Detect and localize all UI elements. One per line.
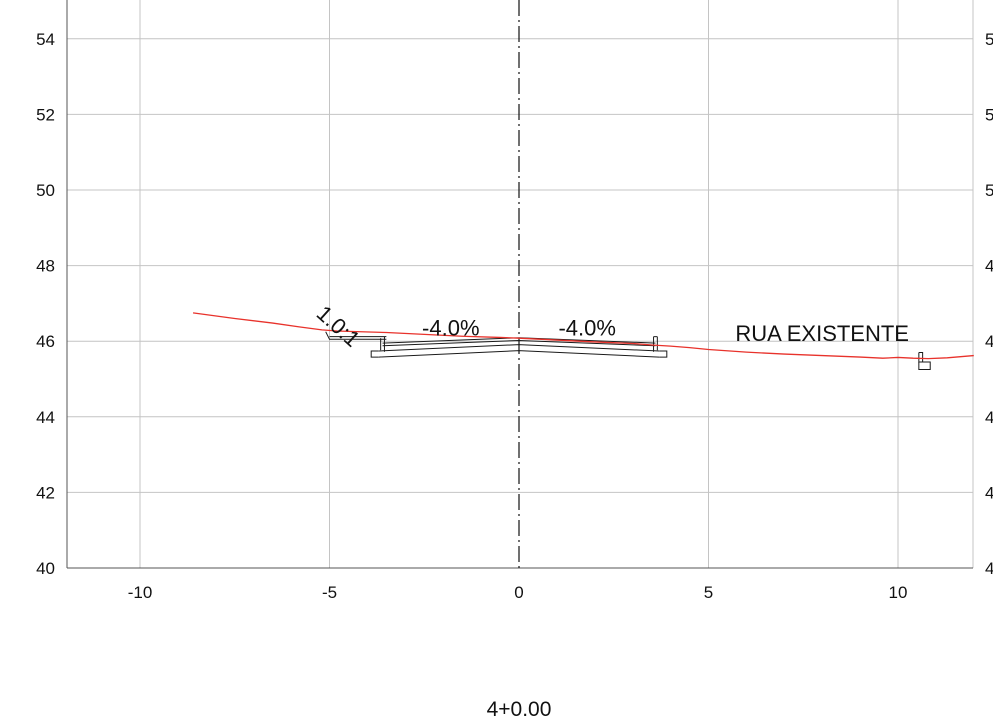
y-tick-label: 42 bbox=[36, 483, 55, 502]
x-tick-label: -10 bbox=[128, 583, 153, 602]
y-tick-label: 50 bbox=[36, 181, 55, 200]
x-tick-label: 5 bbox=[704, 583, 713, 602]
y-tick-label: 48 bbox=[36, 257, 55, 276]
x-tick-label: -5 bbox=[322, 583, 337, 602]
pavement-layer-3 bbox=[378, 350, 660, 358]
annotation-label: -4.0% bbox=[558, 316, 615, 341]
annotation-label: RUA EXISTENTE bbox=[735, 321, 909, 346]
series-line-0 bbox=[192, 312, 974, 360]
right-feature-box bbox=[918, 361, 931, 371]
left-shoulder bbox=[325, 331, 387, 340]
right-feature-post bbox=[918, 352, 924, 363]
x-tick-label: 10 bbox=[889, 583, 908, 602]
right-y-tick-label: 5 bbox=[985, 181, 993, 200]
right-y-tick-label: 5 bbox=[985, 105, 993, 124]
right-y-tick-label: 4 bbox=[985, 483, 993, 502]
annotation-label: -4.0% bbox=[422, 316, 479, 341]
right-y-tick-label: 4 bbox=[985, 257, 993, 276]
left-base-end bbox=[370, 350, 379, 358]
right-y-tick-label: 5 bbox=[985, 30, 993, 49]
road-section-template bbox=[325, 331, 931, 371]
right-y-tick-label: 4 bbox=[985, 408, 993, 427]
y-tick-label: 46 bbox=[36, 332, 55, 351]
station-label: 4+0.00 bbox=[487, 698, 552, 721]
y-tick-label: 40 bbox=[36, 559, 55, 578]
y-tick-label: 52 bbox=[36, 105, 55, 124]
pavement-layer-1 bbox=[382, 339, 656, 347]
grid bbox=[67, 0, 974, 569]
y-tick-label: 44 bbox=[36, 408, 55, 427]
x-tick-label: 0 bbox=[514, 583, 523, 602]
tick-labels: 40 442 444 446 448 450 552 554 5-10 -5 0 5 10 bbox=[36, 30, 993, 602]
existing-ground-series bbox=[192, 312, 974, 360]
y-tick-label: 54 bbox=[36, 30, 55, 49]
annotation-label: 1.0:1 bbox=[312, 301, 365, 352]
right-y-tick-label: 4 bbox=[985, 559, 993, 578]
axes bbox=[66, 0, 973, 569]
right-base-end bbox=[659, 350, 668, 358]
right-y-tick-label: 4 bbox=[985, 332, 993, 351]
pavement-layer-2 bbox=[378, 344, 660, 352]
